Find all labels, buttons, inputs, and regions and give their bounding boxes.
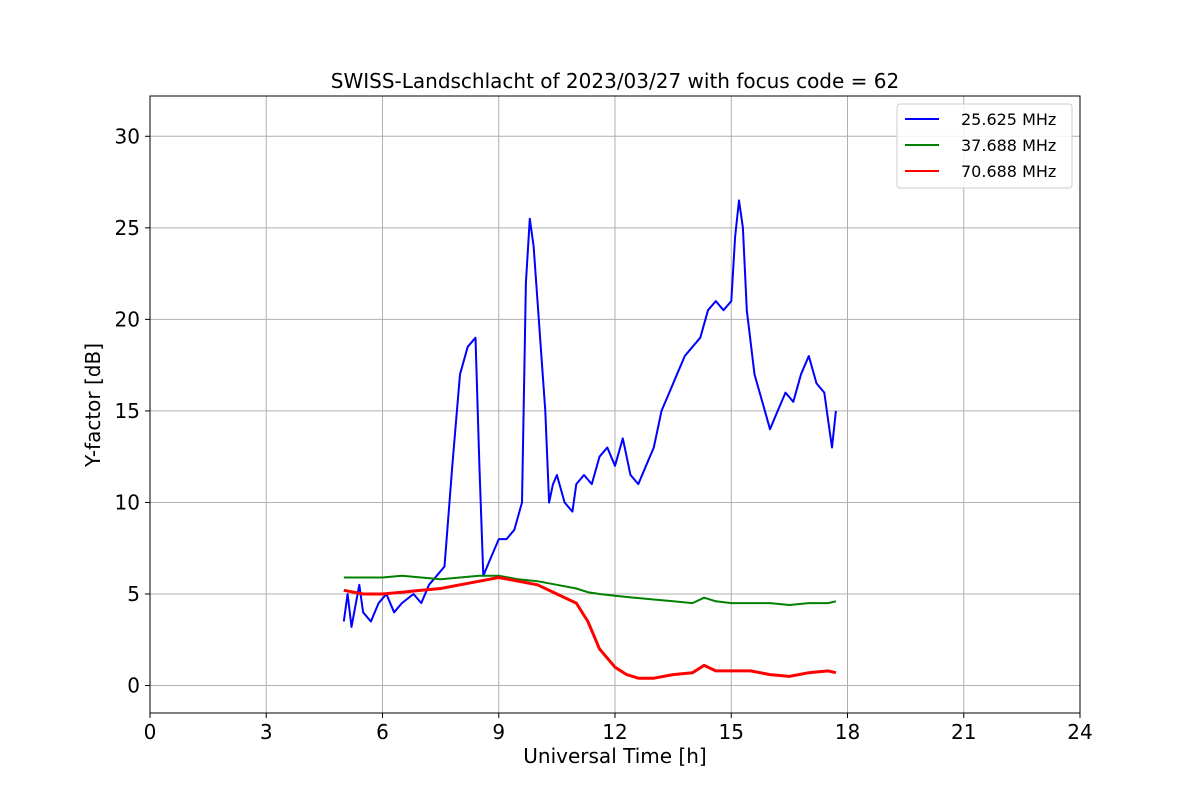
x-tick-label: 3 [260,720,273,744]
y-tick-label: 10 [115,490,140,514]
legend-label: 37.688 MHz [961,136,1056,155]
series-line-25-625-mhz [342,199,837,628]
y-tick-label: 0 [127,674,140,698]
legend-label: 70.688 MHz [961,162,1056,181]
y-tick-label: 5 [127,582,140,606]
x-tick-label: 24 [1067,720,1092,744]
x-axis-label: Universal Time [h] [523,744,706,768]
legend-label: 25.625 MHz [961,110,1056,129]
x-tick-label: 21 [951,720,976,744]
legend: 25.625 MHz 37.688 MHz 70.688 MHz [896,103,1073,189]
y-tick-label: 15 [115,399,140,423]
ticks: 0 3 6 9 12 15 18 21 24 0 5 10 15 20 25 30 [115,124,1093,744]
x-tick-label: 15 [719,720,744,744]
series-line-37-688-mhz [343,574,837,606]
y-tick-label: 20 [115,307,140,331]
chart-title: SWISS-Landschlacht of 2023/03/27 with fo… [331,69,899,93]
legend-box [896,103,1073,189]
series-layer [342,199,837,680]
series-line-70-688-mhz [343,576,837,680]
y-axis-label: Y-factor [dB] [81,343,105,468]
x-tick-label: 18 [835,720,860,744]
y-tick-label: 25 [115,216,140,240]
x-tick-label: 12 [602,720,627,744]
x-tick-label: 6 [376,720,389,744]
x-tick-label: 9 [492,720,505,744]
x-tick-label: 0 [144,720,157,744]
y-tick-label: 30 [115,124,140,148]
